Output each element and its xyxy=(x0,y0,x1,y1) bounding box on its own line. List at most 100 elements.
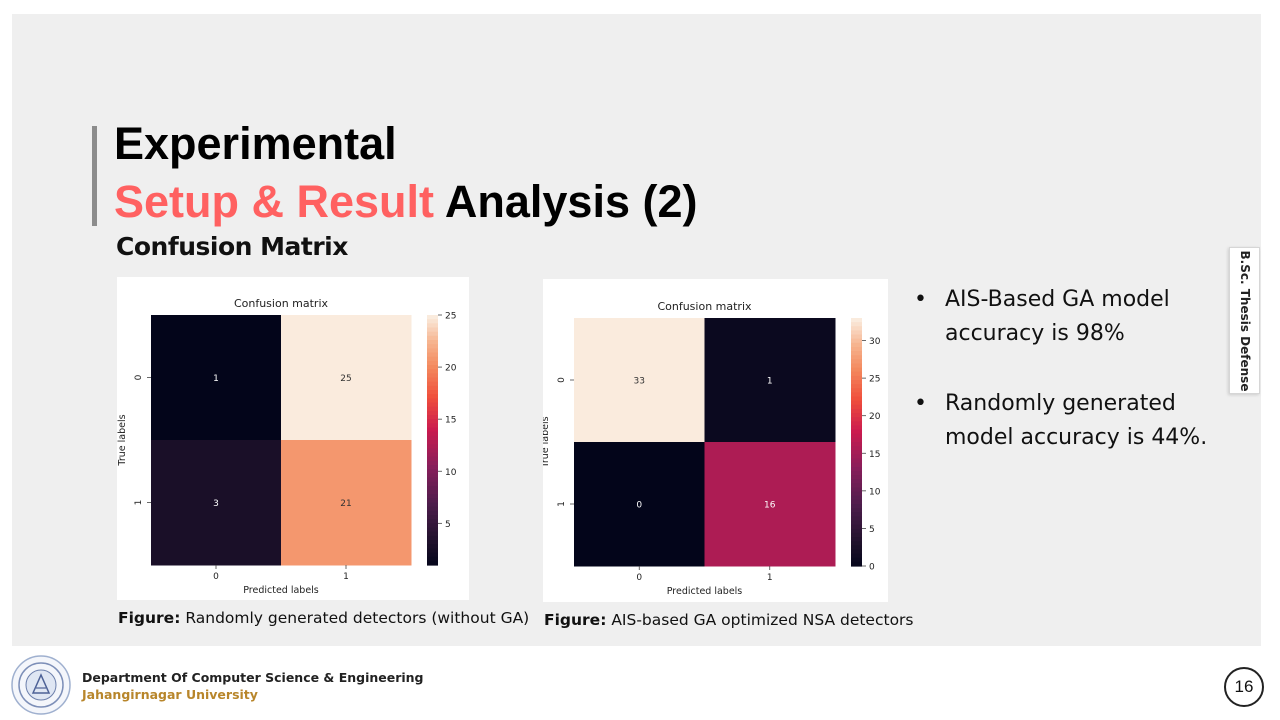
colorbar-segment xyxy=(427,360,438,366)
colorbar-segment xyxy=(427,377,438,383)
colorbar-segment xyxy=(427,465,438,470)
colorbar-segment xyxy=(851,408,862,414)
colorbar-segment xyxy=(427,452,438,458)
colorbar-segment xyxy=(851,450,862,455)
colorbar-segment xyxy=(427,327,438,333)
colorbar-segment xyxy=(851,421,862,427)
side-tab-label: B.Sc. Thesis Defense xyxy=(1237,250,1252,391)
colorbar-segment xyxy=(427,348,438,354)
heatmap-cell xyxy=(574,442,705,567)
colorbar-segment xyxy=(427,556,438,562)
colorbar-segment xyxy=(427,381,438,387)
colorbar-segment xyxy=(427,456,438,462)
colorbar-segment xyxy=(851,520,862,526)
colorbar-segment xyxy=(427,315,438,320)
bullet-item: • AIS-Based GA model accuracy is 98% xyxy=(912,283,1212,351)
colorbar-segment xyxy=(851,491,862,497)
colorbar-segment xyxy=(851,425,862,431)
colorbar-tick-label: 20 xyxy=(445,364,457,374)
slide-title-line2: Setup & Result Analysis (2) xyxy=(114,176,697,228)
colorbar-segment xyxy=(427,560,438,566)
cell-value-label: 25 xyxy=(340,374,351,384)
colorbar-segment xyxy=(851,508,862,513)
colorbar-segment xyxy=(851,404,862,410)
colorbar-segment xyxy=(851,417,862,422)
colorbar-segment xyxy=(427,431,438,437)
colorbar-tick-label: 25 xyxy=(869,375,880,385)
colorbar-segment xyxy=(427,544,438,549)
colorbar-segment xyxy=(427,440,438,445)
colorbar-segment xyxy=(851,367,862,373)
colorbar-segment xyxy=(427,481,438,487)
colorbar-segment xyxy=(851,318,862,323)
figure-caption-ga: Figure: AIS-based GA optimized NSA detec… xyxy=(544,611,914,629)
colorbar-tick-label: 15 xyxy=(869,450,880,460)
heatmap-cell xyxy=(704,442,836,567)
confusion-matrix-chart-ga: Confusion matrix 33 1 0 16 0 1 0 1 Predicted labe… xyxy=(543,279,888,602)
footer-department: Department Of Computer Science & Enginee… xyxy=(82,670,424,685)
colorbar-segment xyxy=(851,479,862,484)
y-axis-label: True labels xyxy=(117,414,128,466)
colorbar-segment xyxy=(851,392,862,398)
colorbar-segment xyxy=(851,537,862,542)
colorbar-segment xyxy=(851,553,862,559)
bullet-text: AIS-Based GA model accuracy is 98% xyxy=(945,287,1170,346)
colorbar-segment xyxy=(851,429,862,435)
confusion-matrix-chart-random: Confusion matrix 1 25 3 21 0 1 0 1 Predicted labe… xyxy=(117,277,469,600)
colorbar-segment xyxy=(851,413,862,418)
cell-value-label: 3 xyxy=(213,499,219,509)
colorbar-segment xyxy=(851,516,862,522)
colorbar-tick-label: 15 xyxy=(445,416,456,426)
cell-value-label: 16 xyxy=(764,501,776,511)
colorbar-segment xyxy=(851,549,862,555)
colorbar-segment xyxy=(427,398,438,404)
y-tick-label: 1 xyxy=(557,501,567,507)
colorbar-segment xyxy=(851,495,862,501)
caption-text: Randomly generated detectors (without GA… xyxy=(180,609,530,627)
colorbar-segment xyxy=(851,466,862,472)
x-tick-label: 1 xyxy=(767,573,773,583)
y-tick-label: 0 xyxy=(134,374,144,380)
colorbar-segment xyxy=(851,400,862,406)
cell-value-label: 33 xyxy=(634,377,645,387)
colorbar-segment xyxy=(427,535,438,541)
cell-value-label: 1 xyxy=(213,374,219,384)
heatmap-cell xyxy=(281,440,412,566)
colorbar-segment xyxy=(427,506,438,512)
colorbar-segment xyxy=(851,338,862,344)
colorbar-segment xyxy=(851,446,862,451)
colorbar-segment xyxy=(427,548,438,554)
colorbar-segment xyxy=(427,406,438,412)
colorbar-segment xyxy=(851,437,862,443)
colorbar-segment xyxy=(427,352,438,358)
colorbar-segment xyxy=(851,375,862,381)
colorbar-segment xyxy=(851,528,862,534)
colorbar-segment xyxy=(851,433,862,439)
title-accent-bar xyxy=(92,126,97,226)
caption-label: Figure: xyxy=(118,609,181,627)
colorbar-segment xyxy=(851,442,862,447)
cell-value-label: 1 xyxy=(767,377,773,387)
colorbar-segment xyxy=(427,523,438,529)
colorbar-segment xyxy=(427,490,438,495)
colorbar-segment xyxy=(427,415,438,420)
colorbar-segment xyxy=(427,385,438,391)
colorbar-segment xyxy=(851,512,862,517)
x-tick-label: 0 xyxy=(636,573,642,583)
colorbar-segment xyxy=(427,531,438,537)
x-axis-label: Predicted labels xyxy=(243,585,319,596)
colorbar-segment xyxy=(427,460,438,466)
x-axis-label: Predicted labels xyxy=(667,586,743,597)
colorbar-segment xyxy=(427,344,438,349)
colorbar-segment xyxy=(851,557,862,563)
colorbar-segment xyxy=(851,524,862,530)
colorbar-segment xyxy=(851,545,862,551)
colorbar-segment xyxy=(851,458,862,464)
x-tick-label: 1 xyxy=(343,572,349,582)
cell-value-label: 21 xyxy=(340,499,351,509)
bullet-text: Randomly generated model accuracy is 44%… xyxy=(945,391,1208,450)
colorbar-segment xyxy=(427,498,438,504)
chart-title: Confusion matrix xyxy=(657,300,752,313)
